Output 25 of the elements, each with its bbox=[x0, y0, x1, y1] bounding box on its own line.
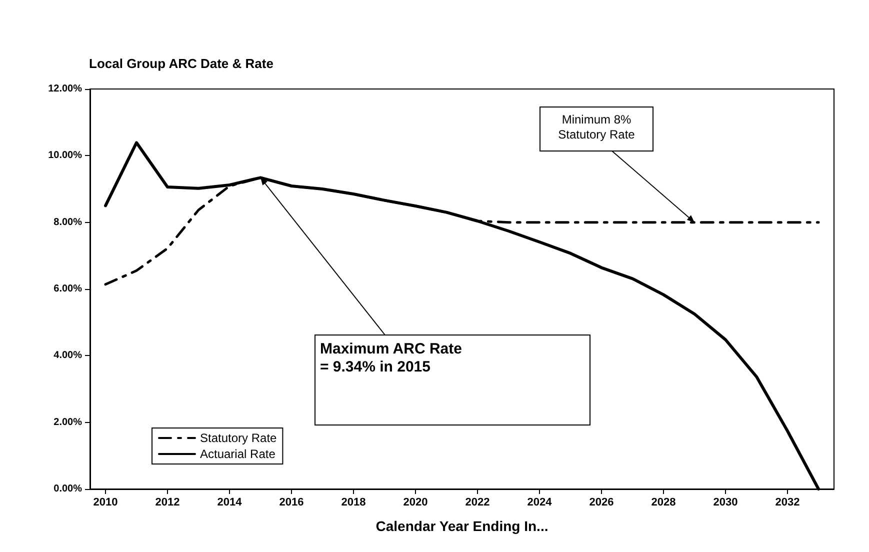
x-tick-label: 2014 bbox=[217, 496, 243, 508]
x-tick-label: 2022 bbox=[465, 496, 490, 508]
y-tick-label: 4.00% bbox=[54, 350, 82, 362]
x-tick-label: 2026 bbox=[589, 496, 614, 508]
y-tick-label: 12.00% bbox=[48, 84, 82, 94]
x-tick-label: 2024 bbox=[527, 496, 553, 508]
x-axis-title: Calendar Year Ending In... bbox=[376, 518, 548, 534]
x-tick-label: 2018 bbox=[341, 496, 366, 508]
x-tick-label: 2030 bbox=[713, 496, 738, 508]
y-tick-label: 2.00% bbox=[54, 416, 82, 428]
legend-label: Statutory Rate bbox=[200, 431, 278, 445]
annotation: Minimum 8% Statutory Rate bbox=[558, 112, 636, 142]
y-tick-label: 6.00% bbox=[54, 284, 82, 294]
x-tick-label: 2016 bbox=[279, 496, 304, 508]
y-tick-label: 8.00% bbox=[54, 216, 82, 228]
y-tick-label: 10.00% bbox=[48, 150, 82, 162]
x-tick-label: 2028 bbox=[651, 496, 676, 508]
legend-label: Actuarial Rate bbox=[200, 447, 276, 461]
x-tick-label: 2012 bbox=[155, 496, 180, 508]
chart-title: Local Group ARC Date & Rate bbox=[89, 56, 274, 71]
y-tick-label: 0.00% bbox=[54, 484, 82, 494]
annotation: Maximum ARC Rate = 9.34% in 2015 bbox=[320, 340, 462, 376]
x-tick-label: 2010 bbox=[93, 496, 118, 508]
x-tick-label: 2032 bbox=[775, 496, 800, 508]
x-tick-label: 2020 bbox=[403, 496, 428, 508]
